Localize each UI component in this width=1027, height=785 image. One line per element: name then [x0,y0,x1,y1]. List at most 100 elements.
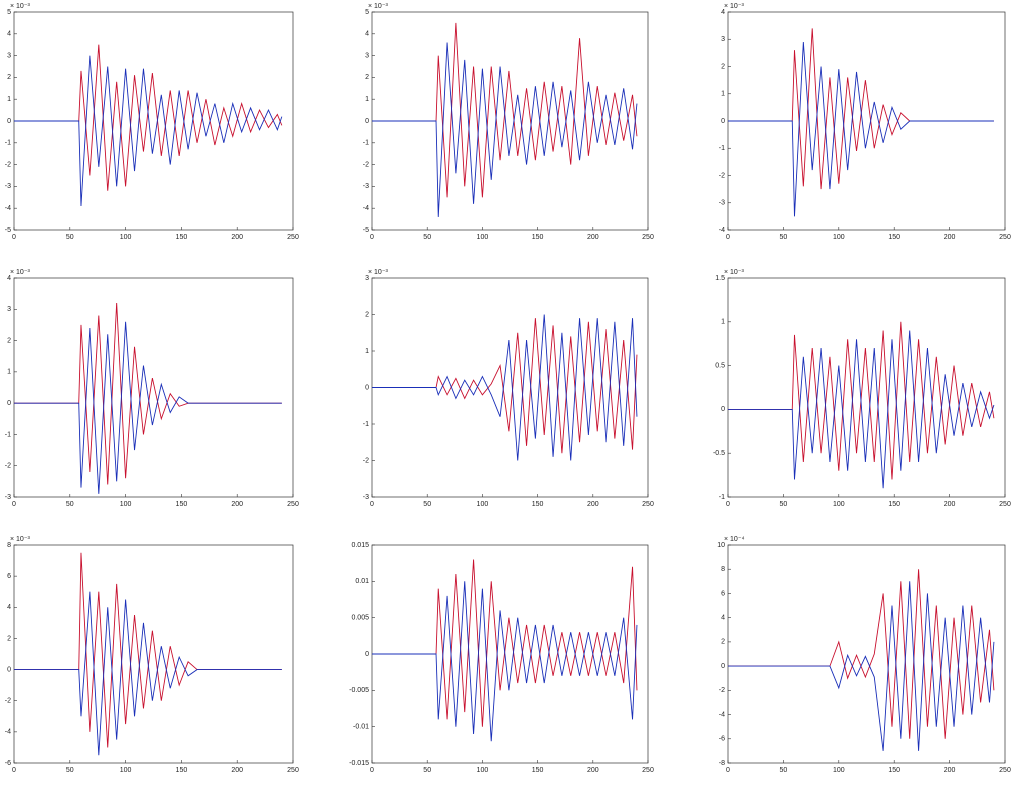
axes-frame [727,277,1006,498]
y-tick-label: 0 [7,400,11,407]
y-tick-label: 0 [365,651,369,658]
y-tick-label: -2 [5,698,11,705]
x-tick-label: 250 [287,767,299,774]
x-tick-label: 200 [231,767,243,774]
x-tick-label: 250 [999,234,1011,241]
x-tick-label: 100 [120,501,132,508]
x-tick-label: 150 [532,501,544,508]
x-tick-label: 250 [642,501,654,508]
x-tick-label: 250 [287,234,299,241]
y-tick-label: -2 [719,687,725,694]
x-tick-label: 100 [833,767,845,774]
y-tick-label: 0.015 [351,542,369,549]
x-tick-label: 50 [423,234,431,241]
y-tick-label: 3 [7,52,11,59]
y-tick-label: -4 [5,729,11,736]
x-tick-label: 100 [477,501,489,508]
x-tick-label: 100 [477,234,489,241]
exponent-label: × 10⁻³ [10,536,31,543]
x-tick-label: 250 [287,501,299,508]
x-tick-label: 150 [176,234,188,241]
x-tick-label: 150 [888,501,900,508]
x-tick-label: 0 [726,767,730,774]
signal-line [14,44,283,191]
y-tick-label: -4 [5,205,11,212]
x-tick-label: 150 [532,234,544,241]
y-tick-label: 0 [365,118,369,125]
y-tick-label: -2 [719,172,725,179]
y-tick-label: -3 [363,494,369,501]
y-tick-label: -3 [5,494,11,501]
y-tick-label: -0.005 [349,687,369,694]
y-tick-label: -1 [719,145,725,152]
exponent-label: × 10⁻³ [724,3,745,10]
y-tick-label: -3 [5,183,11,190]
y-tick-label: -2 [363,161,369,168]
y-tick-label: -6 [5,760,11,767]
y-tick-label: 2 [365,74,369,81]
y-tick-label: 0.5 [715,362,725,369]
y-tick-label: 1.5 [715,275,725,282]
x-tick-label: 200 [587,767,599,774]
x-tick-label: 0 [726,234,730,241]
x-tick-label: 100 [120,234,132,241]
signal-line [14,591,282,756]
y-tick-label: 2 [7,74,11,81]
y-tick-label: 0 [365,384,369,391]
x-tick-label: 250 [642,234,654,241]
y-tick-label: -1 [363,140,369,147]
y-tick-label: 3 [721,36,725,43]
y-tick-label: -2 [363,457,369,464]
x-tick-label: 50 [780,234,788,241]
y-tick-label: -0.015 [349,760,369,767]
axes-frame [727,544,1006,764]
x-tick-label: 0 [12,767,16,774]
y-tick-label: 0 [721,663,725,670]
x-tick-label: 50 [66,234,74,241]
x-tick-label: 50 [423,767,431,774]
x-tick-label: 200 [231,234,243,241]
y-tick-label: -6 [719,736,725,743]
y-tick-label: 1 [721,319,725,326]
y-tick-label: 2 [721,639,725,646]
y-tick-label: 4 [721,615,725,622]
y-tick-label: -0.01 [353,724,369,731]
y-tick-label: 4 [7,31,11,38]
y-tick-label: -2 [5,161,11,168]
signal-line [14,55,283,207]
y-tick-label: 3 [365,275,369,282]
exponent-label: × 10⁻⁴ [724,536,745,543]
signal-line [372,314,638,461]
x-tick-label: 200 [587,234,599,241]
y-tick-label: -3 [363,183,369,190]
y-tick-label: -5 [5,227,11,234]
y-tick-label: 8 [7,542,11,549]
y-tick-label: -5 [363,227,369,234]
y-tick-label: -3 [719,200,725,207]
y-tick-label: -4 [719,711,725,718]
exponent-label: × 10⁻³ [368,3,389,10]
y-tick-label: 1 [365,96,369,103]
y-tick-label: 0 [721,118,725,125]
signal-line [728,330,995,489]
signal-line [372,318,638,454]
exponent-label: × 10⁻³ [10,269,31,276]
y-tick-label: 1 [7,96,11,103]
x-tick-label: 200 [944,501,956,508]
y-tick-label: 2 [365,311,369,318]
axes-frame [13,277,294,498]
y-tick-label: 4 [7,275,11,282]
y-tick-label: 0.01 [355,578,369,585]
x-tick-label: 50 [780,767,788,774]
signal-line [14,321,282,494]
y-tick-label: -1 [5,140,11,147]
axes-frame [13,544,294,764]
x-tick-label: 250 [999,501,1011,508]
signal-line [372,559,638,727]
y-tick-label: -1 [5,431,11,438]
x-tick-label: 150 [532,767,544,774]
x-tick-label: 0 [726,501,730,508]
y-tick-label: -4 [719,227,725,234]
y-tick-label: 2 [7,337,11,344]
